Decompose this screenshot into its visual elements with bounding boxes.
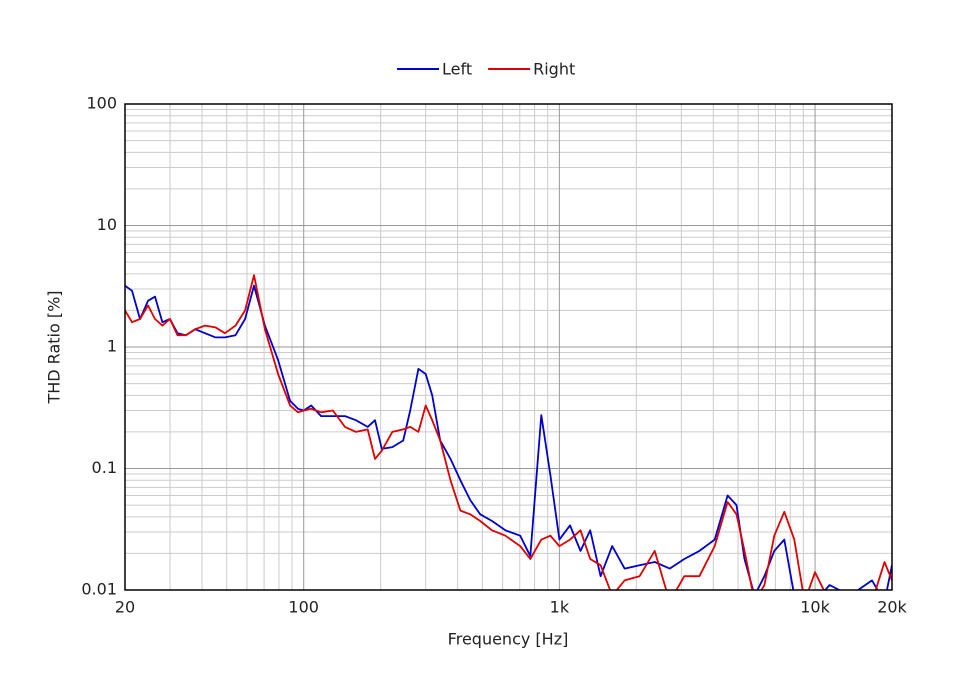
grid — [124, 103, 893, 591]
legend-label: Right — [533, 60, 575, 79]
series-line — [125, 284, 892, 590]
x-tick-label: 20k — [877, 598, 907, 617]
plot-frame — [124, 103, 893, 591]
legend: Left Right — [397, 60, 575, 79]
y-tick-label: 100 — [86, 94, 117, 113]
x-tick-label: 10k — [800, 598, 830, 617]
y-tick-label: 1 — [107, 337, 117, 356]
y-tick-label: 0.1 — [92, 458, 117, 477]
x-tick-label: 100 — [288, 598, 319, 617]
legend-label: Left — [442, 60, 472, 79]
series-line — [125, 274, 892, 590]
x-tick-label: 1k — [550, 598, 570, 617]
x-tick-label: 20 — [115, 598, 135, 617]
x-axis-title: Frequency [Hz] — [448, 630, 569, 649]
y-axis-title: THD Ratio [%] — [45, 290, 64, 404]
y-tick-label: 10 — [97, 215, 117, 234]
lines — [125, 274, 892, 590]
y-tick-label: 0.01 — [81, 580, 117, 599]
